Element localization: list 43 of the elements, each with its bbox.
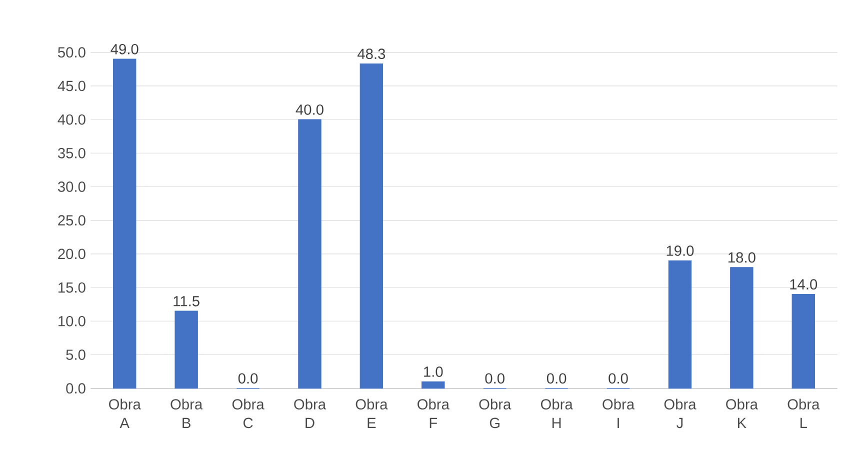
y-tick-label: 30.0 <box>58 182 86 192</box>
data-label: 0.0 <box>546 373 566 384</box>
x-tick-label: Obra J <box>664 398 696 428</box>
y-tick-label: 40.0 <box>58 114 86 125</box>
bar <box>360 63 384 389</box>
x-tick-label: Obra G <box>479 398 512 428</box>
x-tick-label: Obra B <box>170 398 203 428</box>
data-label: 19.0 <box>666 246 694 256</box>
y-tick-label: 15.0 <box>58 282 86 293</box>
x-tick-label: Obra I <box>602 398 635 428</box>
bar <box>174 310 198 389</box>
bar <box>730 267 754 389</box>
bar <box>298 119 322 389</box>
bar <box>792 294 815 389</box>
y-tick-label: 25.0 <box>58 215 86 226</box>
data-label: 0.0 <box>608 373 628 384</box>
x-tick-label: Obra A <box>109 398 141 428</box>
x-tick-label: Obra L <box>788 398 820 428</box>
data-label: 49.0 <box>110 44 138 54</box>
y-tick-label: 10.0 <box>58 316 86 326</box>
x-tick-label: Obra H <box>540 398 573 428</box>
data-label: 11.5 <box>174 296 200 306</box>
data-label: 14.0 <box>790 279 818 290</box>
x-tick-label: Obra K <box>726 398 758 428</box>
x-tick-label: Obra C <box>232 398 264 428</box>
y-tick-label: 5.0 <box>66 350 86 360</box>
x-tick-label: Obra D <box>294 398 326 428</box>
x-tick-label: Obra E <box>356 398 388 428</box>
bar <box>113 58 136 389</box>
bar <box>422 381 445 389</box>
data-label: 40.0 <box>296 104 324 115</box>
y-tick-label: 50.0 <box>58 47 86 58</box>
bar <box>668 260 692 389</box>
data-label: 0.0 <box>485 373 504 384</box>
data-label: 48.3 <box>358 48 386 60</box>
y-tick-label: 45.0 <box>58 80 86 92</box>
x-tick-label: Obra F <box>418 398 450 428</box>
data-label: 0.0 <box>238 373 258 384</box>
y-tick-label: 20.0 <box>58 248 86 260</box>
y-tick-label: 35.0 <box>58 148 86 158</box>
y-tick-label: 0.0 <box>66 383 86 394</box>
data-label: 18.0 <box>728 252 756 263</box>
data-label: 1.0 <box>424 366 443 377</box>
